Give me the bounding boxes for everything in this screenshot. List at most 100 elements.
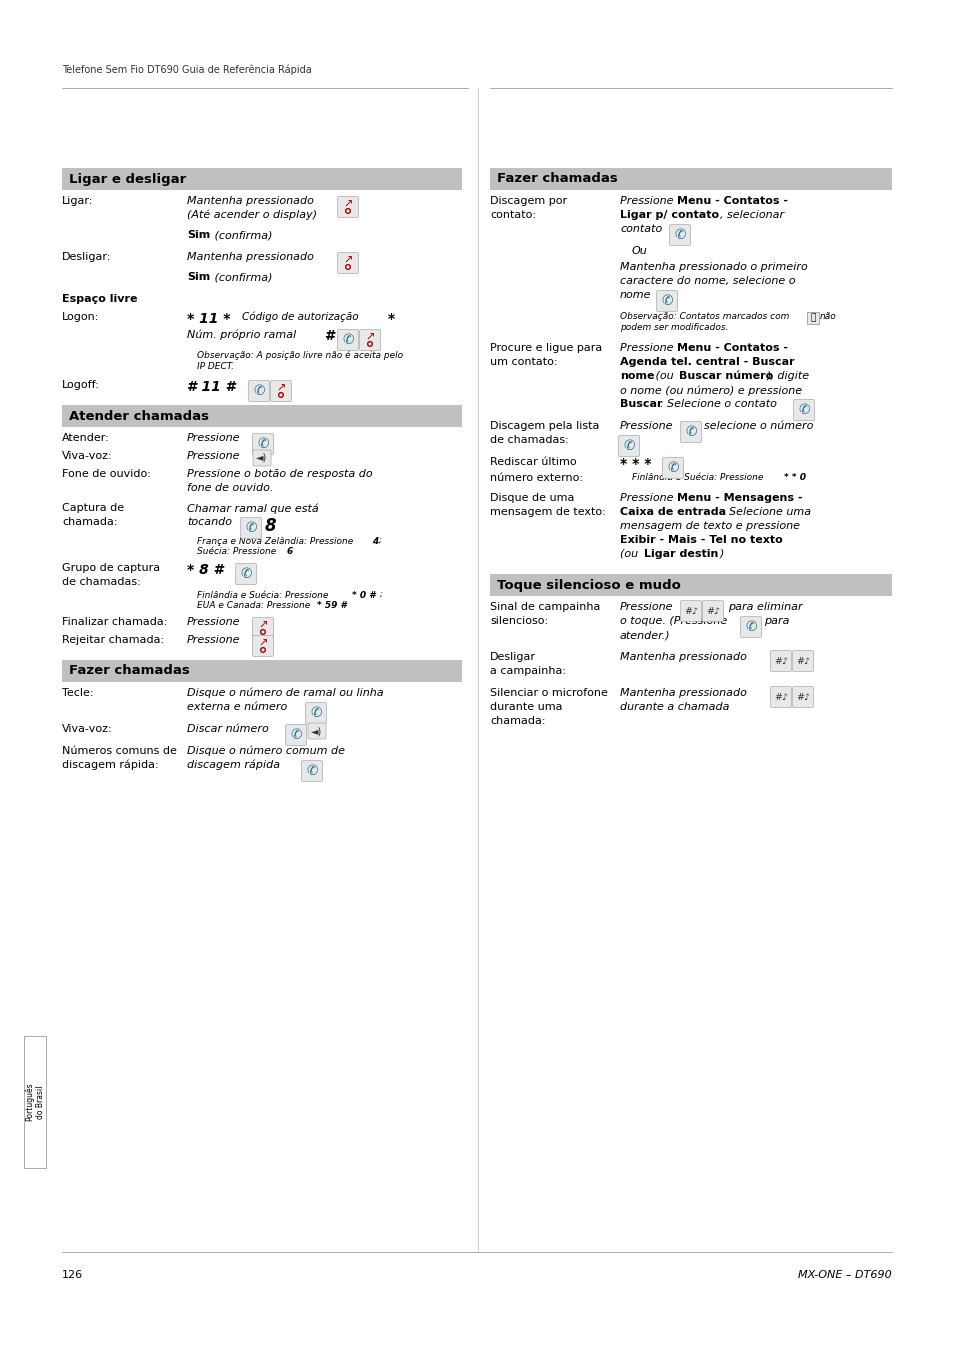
Text: ): ) [720, 549, 723, 558]
Text: um contato:: um contato: [490, 357, 557, 366]
Text: Disque o número de ramal ou linha: Disque o número de ramal ou linha [187, 688, 383, 699]
Text: 🔒: 🔒 [810, 314, 816, 322]
FancyBboxPatch shape [62, 660, 461, 681]
Text: Observação: A posição livre não é aceita pelo: Observação: A posição livre não é aceita… [196, 352, 403, 361]
Text: Código de autorização: Código de autorização [242, 312, 358, 323]
Text: Pressione: Pressione [619, 420, 673, 431]
FancyBboxPatch shape [62, 406, 461, 427]
Text: Discagem por: Discagem por [490, 196, 566, 206]
Text: durante a chamada: durante a chamada [619, 702, 729, 713]
Text: (ou: (ou [619, 549, 641, 558]
FancyBboxPatch shape [490, 168, 891, 191]
Text: ✆: ✆ [622, 439, 634, 453]
Text: nome: nome [619, 289, 651, 300]
Text: chamada:: chamada: [62, 516, 117, 527]
Text: Finlândia e Suécia: Pressione: Finlândia e Suécia: Pressione [631, 473, 765, 483]
Text: (Até acender o display): (Até acender o display) [187, 210, 316, 220]
Text: externa e número: externa e número [187, 702, 287, 713]
Text: (confirma): (confirma) [211, 230, 273, 241]
Text: podem ser modificados.: podem ser modificados. [619, 323, 728, 333]
Text: ;: ; [378, 537, 381, 546]
Text: * 11 *: * 11 * [187, 312, 231, 326]
Text: #♪: #♪ [705, 607, 720, 615]
Text: selecione o número: selecione o número [703, 420, 813, 431]
FancyBboxPatch shape [337, 253, 358, 273]
Text: Menu - Mensagens -: Menu - Mensagens - [677, 493, 801, 503]
Text: Mantenha pressionado: Mantenha pressionado [187, 251, 314, 262]
Text: nome: nome [619, 370, 654, 381]
Text: Ligar e desligar: Ligar e desligar [69, 173, 186, 185]
Text: discagem rápida: discagem rápida [187, 760, 280, 771]
Text: * * *: * * * [619, 457, 651, 470]
Text: ✆: ✆ [660, 293, 672, 308]
Text: MX-ONE – DT690: MX-ONE – DT690 [798, 1270, 891, 1280]
Text: atender.): atender.) [619, 630, 670, 639]
Text: * 0 #: * 0 # [352, 591, 375, 600]
Text: tocando: tocando [187, 516, 232, 527]
Text: ◄): ◄) [311, 726, 322, 735]
Text: Discar número: Discar número [187, 725, 269, 734]
Text: Pressione: Pressione [187, 433, 240, 443]
Text: o nome (ou número) e pressione: o nome (ou número) e pressione [619, 385, 801, 396]
Text: ↗: ↗ [258, 639, 268, 649]
Text: Grupo de captura: Grupo de captura [62, 562, 160, 573]
Text: contato: contato [619, 224, 661, 234]
Text: * 8 #: * 8 # [187, 562, 223, 577]
Text: Sinal de campainha: Sinal de campainha [490, 602, 599, 612]
Text: ↗: ↗ [258, 621, 268, 631]
Text: ↗: ↗ [343, 256, 353, 266]
FancyBboxPatch shape [271, 380, 292, 402]
FancyBboxPatch shape [253, 635, 274, 657]
FancyBboxPatch shape [656, 291, 677, 311]
FancyBboxPatch shape [308, 723, 326, 740]
FancyBboxPatch shape [62, 168, 461, 191]
Text: Logoff:: Logoff: [62, 380, 100, 389]
Text: Buscar número: Buscar número [679, 370, 773, 381]
Text: Fazer chamadas: Fazer chamadas [69, 664, 190, 677]
Text: Toque silencioso e mudo: Toque silencioso e mudo [497, 579, 680, 592]
FancyBboxPatch shape [792, 650, 813, 672]
FancyBboxPatch shape [301, 760, 322, 781]
FancyBboxPatch shape [740, 617, 760, 638]
FancyBboxPatch shape [792, 687, 813, 707]
Text: (ou: (ou [651, 370, 677, 381]
Text: ✆: ✆ [310, 706, 321, 721]
Text: Ou: Ou [631, 246, 647, 256]
Text: ), digite: ), digite [766, 370, 809, 381]
Text: Discagem pela lista: Discagem pela lista [490, 420, 598, 431]
FancyBboxPatch shape [661, 457, 682, 479]
FancyBboxPatch shape [701, 600, 722, 622]
Text: Captura de: Captura de [62, 503, 124, 512]
Text: para eliminar: para eliminar [727, 602, 801, 612]
Text: Menu - Contatos -: Menu - Contatos - [677, 196, 787, 206]
FancyBboxPatch shape [669, 224, 690, 246]
Text: Logon:: Logon: [62, 312, 99, 322]
Text: Observação: Contatos marcados com: Observação: Contatos marcados com [619, 312, 788, 320]
Text: ✆: ✆ [342, 333, 354, 347]
FancyBboxPatch shape [806, 311, 819, 323]
FancyBboxPatch shape [490, 575, 891, 596]
FancyBboxPatch shape [337, 330, 358, 350]
Text: Sim: Sim [187, 272, 210, 283]
Text: IP DECT.: IP DECT. [196, 362, 233, 370]
Text: ✆: ✆ [245, 521, 256, 535]
FancyBboxPatch shape [240, 518, 261, 538]
Text: #♪: #♪ [683, 607, 698, 615]
Text: Rediscar último: Rediscar último [490, 457, 576, 466]
FancyBboxPatch shape [359, 330, 380, 350]
Text: Ligar p/ contato: Ligar p/ contato [619, 210, 719, 220]
FancyBboxPatch shape [618, 435, 639, 457]
Text: #: # [319, 329, 335, 343]
Text: Viva-voz:: Viva-voz: [62, 725, 112, 734]
FancyBboxPatch shape [337, 196, 358, 218]
Text: 4: 4 [372, 537, 377, 546]
Text: chamada:: chamada: [490, 717, 545, 726]
FancyBboxPatch shape [24, 1036, 46, 1168]
Text: Suécia: Pressione: Suécia: Pressione [196, 548, 279, 556]
Text: ;: ; [379, 591, 382, 600]
Text: fone de ouvido.: fone de ouvido. [187, 483, 274, 493]
Text: ✆: ✆ [290, 727, 301, 742]
Text: a campainha:: a campainha: [490, 667, 565, 676]
Text: de chamadas:: de chamadas: [490, 435, 568, 445]
Text: Mantenha pressionado: Mantenha pressionado [619, 688, 746, 698]
